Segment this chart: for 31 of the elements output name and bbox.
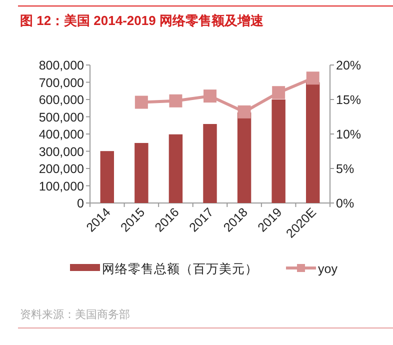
point [306,72,320,85]
bar [237,112,252,203]
y2-tick-label: 5% [336,162,354,176]
legend-label: yoy [318,262,338,276]
y-tick-label: 300,000 [38,144,84,159]
bar [100,151,114,203]
text: 资料来源：美国商务部 [20,308,130,321]
point [238,105,251,118]
y2-tick-label: 15% [336,93,362,107]
point [272,86,286,100]
point [134,96,148,109]
y-tick-label: 800,000 [38,58,84,72]
bar [168,134,183,203]
y-tick-label: 700,000 [38,76,84,90]
chart-title: 图 12：美国 2014-2019 网络零售额及增速 [20,13,264,28]
y-tick-label: 0 [77,196,84,210]
y-tick-label: 100,000 [38,179,84,194]
point [169,94,182,108]
y-tick-label: 200,000 [38,162,84,176]
y2-tick-label: 10% [336,128,362,142]
y-tick-label: 600,000 [38,93,84,107]
y2-tick-label: 0% [336,196,354,210]
point [204,90,216,103]
legend-label: 网络零售总额（百万美元） [102,261,258,276]
y-tick-label: 400,000 [38,128,84,142]
bar [272,100,286,203]
bar [203,124,217,203]
bar [134,142,148,203]
bar [306,82,320,203]
y-tick-label: 500,000 [38,110,84,124]
y2-tick-label: 20% [336,58,362,72]
